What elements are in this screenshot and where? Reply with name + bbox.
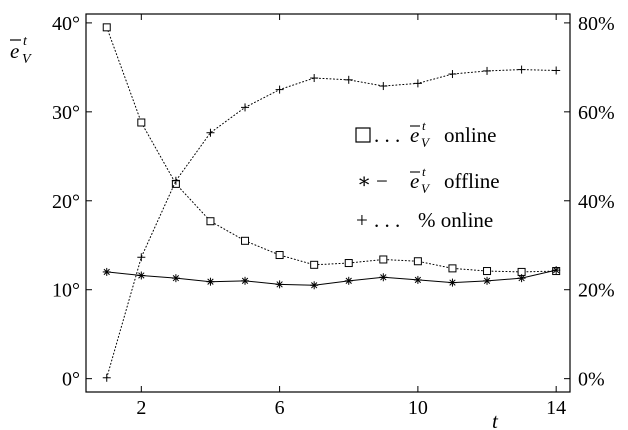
y-right-tick-label: 60% [578,102,615,124]
data-point-asterisk [241,276,250,285]
data-point-square [241,236,250,245]
legend-plus-marker: + [356,208,368,232]
x-tick-label: 10 [408,397,428,419]
data-point-asterisk [448,278,457,287]
data-point-plus [448,70,457,79]
data-point-square [413,257,422,266]
legend-entry-offline: ∗ − e t V offline [357,164,500,196]
data-point-square [483,267,492,276]
data-point-plus [344,75,353,84]
x-axis-label: t [492,409,499,430]
data-point-plus [241,103,250,112]
data-point-square [310,260,319,269]
y-left-tick-label: 10° [52,280,80,302]
y-left-tick-label: 20° [52,191,80,213]
x-tick-label: 6 [275,397,285,419]
data-point-asterisk [137,271,146,280]
data-point-square [137,118,146,127]
x-tick-label: 2 [136,397,146,419]
data-point-asterisk [310,281,319,290]
series-2 [102,266,561,290]
y-left-tick-label: 40° [52,13,80,35]
data-point-square [206,217,215,226]
data-point-asterisk [344,276,353,285]
data-point-asterisk [275,280,284,289]
legend-dots-1: . . . [374,123,400,147]
y-axis-label-left-sup: t [23,34,28,49]
data-point-asterisk [171,274,180,283]
legend-dots-3: . . . [374,208,400,232]
series-line [106,69,557,379]
data-point-square [102,23,111,32]
legend-sub-2: V [421,181,431,196]
y-axis-label-left-symbol: e [10,39,19,63]
data-point-asterisk [206,277,215,286]
legend-sup-2: t [422,164,426,179]
x-tick-label: 14 [546,397,566,419]
legend-entry-percent-online: + . . . % online [356,208,493,232]
data-point-plus [379,82,388,91]
data-point-square [344,259,353,268]
y-left-tick-label: 0° [62,369,80,391]
data-point-plus [206,128,215,137]
data-point-plus [310,74,319,83]
legend-asterisk-marker: ∗ [357,169,371,193]
data-point-asterisk [483,276,492,285]
y-axis-label-left: e t V [10,34,32,67]
legend-sup-1: t [422,118,426,133]
series-line [106,26,557,273]
data-point-plus [275,85,284,94]
y-right-tick-label: 20% [578,280,615,302]
legend-entry-online: . . . e t V online [355,118,497,150]
plot-frame [85,13,571,393]
data-point-plus [102,373,111,382]
legend: . . . e t V online ∗ − e t V offline + .… [355,118,500,232]
series-line [106,269,557,286]
y-left-tick-label: 30° [52,102,80,124]
data-point-plus [137,253,146,262]
data-point-plus [413,79,422,88]
series-1 [102,23,561,276]
data-point-asterisk [379,273,388,282]
y-axis-label-left-sub: V [22,52,32,67]
y-right-tick-label: 80% [578,13,615,35]
legend-label-offline: offline [444,169,500,193]
y-right-tick-label: 40% [578,191,615,213]
data-point-plus [552,66,561,75]
data-point-asterisk [552,266,561,275]
ticks-layer: 2 6 10 14 0° 10° 20° 30° 40° 0% 20% 40% 60% 80% [52,13,615,419]
data-point-square [275,251,284,260]
data-point-plus [171,176,180,185]
legend-dash: − [376,169,388,193]
legend-label-online: online [444,123,497,147]
legend-square-marker [355,127,371,143]
data-point-plus [517,65,526,74]
y-right-tick-label: 0% [578,369,605,391]
legend-e-2: e [410,169,419,193]
legend-label-percent-online: % online [418,208,493,232]
data-point-asterisk [102,267,111,276]
data-point-asterisk [413,275,422,284]
data-point-plus [483,66,492,75]
data-point-asterisk [517,274,526,283]
legend-sub-1: V [421,135,431,150]
data-point-square [448,264,457,273]
legend-e-1: e [410,123,419,147]
data-point-square [379,255,388,264]
series-layer [102,23,561,382]
series-3 [102,65,561,382]
